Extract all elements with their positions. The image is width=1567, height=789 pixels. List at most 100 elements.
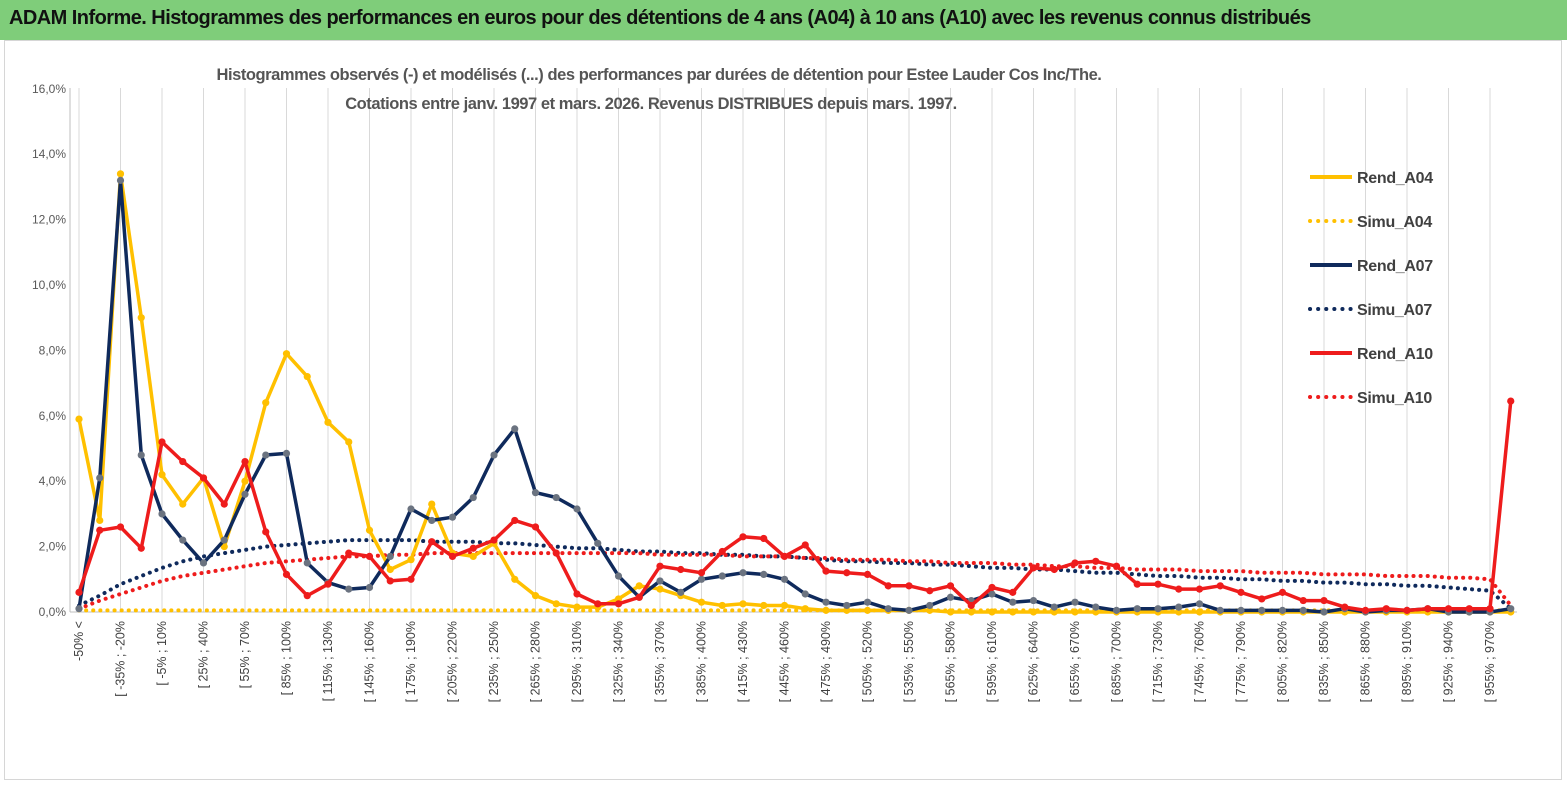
chart-title-line1: Histogrammes observés (-) et modélisés (… [217,66,1102,84]
data-point [1112,606,1121,614]
x-tick-label: [ 715% ; 730% [1151,621,1165,702]
data-point [1050,603,1058,611]
data-point [780,552,789,561]
data-point [179,500,187,508]
data-point [1486,605,1494,613]
x-tick-label: [ 445% ; 460% [778,621,792,702]
legend-item-Simu_A07: Simu_A07 [1308,302,1433,319]
data-point [1092,603,1100,611]
data-point [884,605,892,613]
data-point [116,523,125,531]
legend: Rend_A04 Simu_A04 Rend_A07 Simu_A07 Rend_A10… [1308,170,1434,407]
x-tick-label: [ 655% ; 670% [1068,621,1082,702]
y-tick-label: 8,0% [39,343,67,357]
data-point [718,547,726,556]
data-point [739,569,747,577]
data-point [926,587,934,595]
data-point [1029,608,1038,616]
series-line [77,400,1513,613]
data-point [303,559,311,567]
data-point [303,592,311,600]
x-tick-label: [ 895% ; 910% [1400,621,1414,702]
data-point [1154,605,1162,613]
data-point [552,600,560,608]
series-Simu_A07 [77,538,1513,611]
data-point [635,582,643,590]
data-point [1320,596,1328,605]
data-point [262,451,270,459]
data-point [946,593,955,601]
data-point [137,544,145,552]
data-point [926,601,934,610]
data-point [428,516,436,525]
x-tick-label: [ 835% ; 850% [1317,621,1331,702]
data-point [760,601,768,610]
data-point [739,533,747,541]
data-point [1071,598,1079,606]
data-point [1258,595,1266,603]
y-tick-label: 2,0% [39,540,67,554]
data-point [179,536,187,544]
x-tick-label: [ 385% ; 400% [695,621,709,702]
data-point [1195,600,1204,608]
data-point [1175,603,1183,611]
data-point [96,516,104,525]
data-point [697,575,706,583]
data-point [345,549,353,557]
data-point [1195,608,1204,616]
data-point [96,474,104,482]
data-point [1071,608,1079,616]
legend-item-Rend_A07: Rend_A07 [1310,258,1434,275]
data-point [1216,606,1224,614]
data-point [220,536,228,544]
data-point [199,559,208,567]
data-point [199,474,208,482]
data-point [490,536,498,544]
data-point [1465,605,1473,613]
data-point [511,425,519,433]
data-point [1424,605,1432,613]
y-tick-label: 6,0% [39,409,67,423]
data-point [863,598,872,606]
x-tick-label: [ 355% ; 370% [653,621,667,702]
x-tick-label: [ 595% ; 610% [985,621,999,702]
data-point [573,505,581,513]
data-point [1050,565,1058,574]
data-point [511,575,519,583]
x-tick-label: -50% < [72,621,86,661]
data-point [407,575,415,583]
data-point [884,582,892,590]
legend-item-Simu_A04: Simu_A04 [1308,214,1433,231]
data-point [386,565,394,574]
data-point [469,552,477,561]
data-point [967,601,975,610]
data-point [863,570,872,578]
x-tick-label: [ 565% ; 580% [944,621,958,702]
data-point [407,556,415,564]
data-point [594,600,602,608]
data-point [718,572,726,580]
data-point [241,490,249,498]
x-tick-label: [ -35% ; -20% [114,621,128,697]
x-tick-label: [ 865% ; 880% [1359,621,1373,702]
data-point [1133,580,1141,588]
data-point [241,477,249,485]
data-point [1299,606,1307,614]
legend-label: Rend_A10 [1357,346,1433,363]
data-point [656,562,664,570]
y-tick-label: 0,0% [39,605,67,619]
x-tick-label: [ 85% ; 100% [280,621,294,695]
x-tick-label: [ 925% ; 940% [1442,621,1456,702]
y-tick-label: 10,0% [32,278,66,292]
data-point [1195,585,1204,593]
data-point [96,526,104,534]
data-point [303,372,311,381]
data-point [158,438,166,446]
legend-label: Rend_A07 [1357,258,1433,275]
data-point [1237,588,1245,596]
data-point [1320,608,1328,616]
data-point [158,510,166,518]
data-point [428,538,436,546]
report-title: ADAM Informe. Histogrammes des performan… [9,7,1311,29]
data-point [448,552,457,561]
